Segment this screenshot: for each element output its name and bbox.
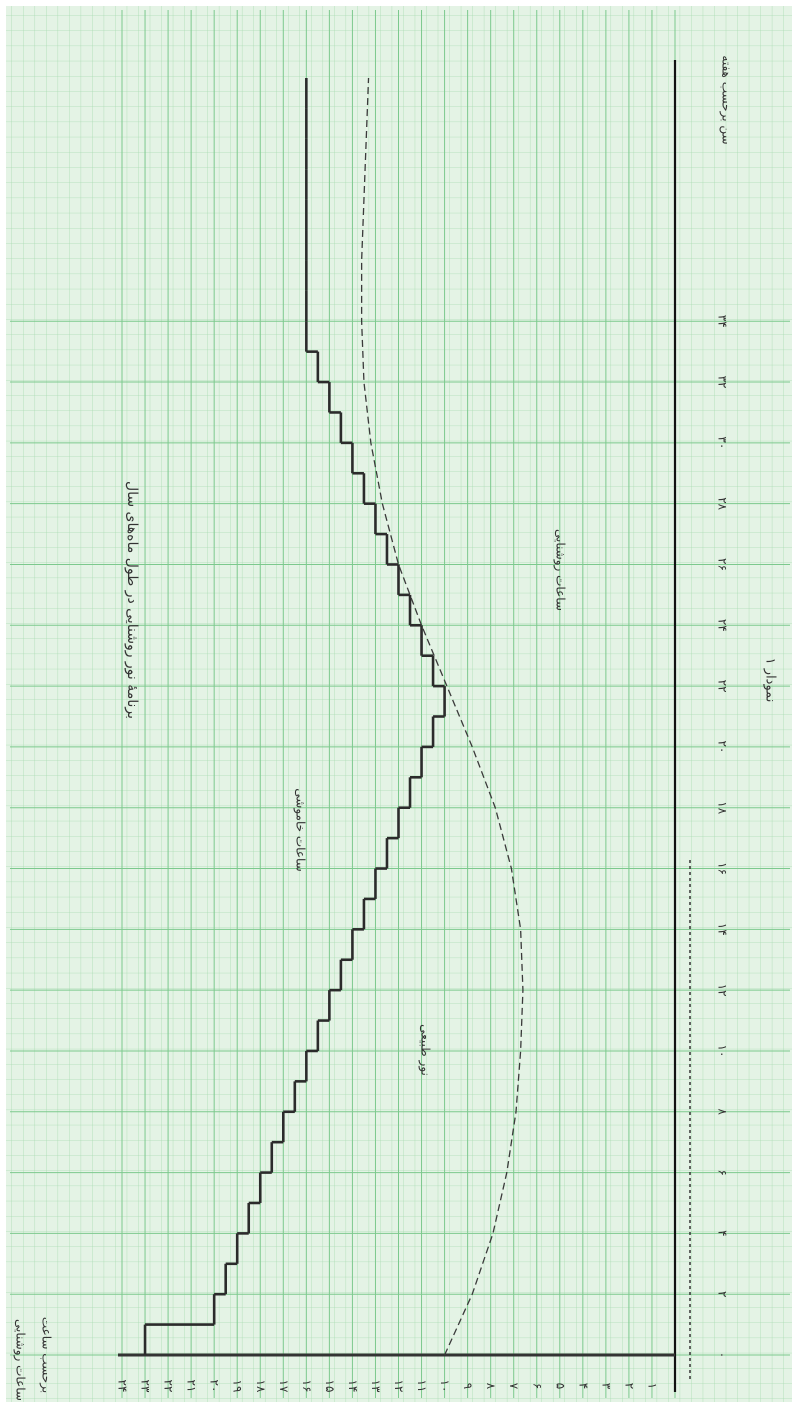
x-tick-label: ۱۶ xyxy=(716,862,730,875)
y-tick-label: ۱۶ xyxy=(300,1380,314,1393)
x-tick-label: ۴ xyxy=(716,1230,730,1236)
y-tick-label: ۲۴ xyxy=(116,1380,130,1393)
y-tick-label: ۵ xyxy=(553,1383,567,1389)
y-tick-label: ۶ xyxy=(530,1383,544,1389)
x-tick-label: ۱۸ xyxy=(716,801,730,814)
x-tick-label: ۱۰ xyxy=(716,1045,730,1058)
y-tick-label: ۲۲ xyxy=(162,1380,176,1393)
y-tick-label: ۲ xyxy=(622,1383,636,1389)
y-tick-label: ۱۹ xyxy=(231,1380,245,1393)
y-tick-label: ۱۸ xyxy=(254,1380,268,1393)
x-tick-label: ۱۲ xyxy=(716,984,730,997)
x-tick-label: ۶ xyxy=(716,1169,730,1175)
x-tick-label: ۲ xyxy=(716,1291,730,1297)
y-tick-label: ۹ xyxy=(461,1383,475,1389)
y-tick-label: ۱۵ xyxy=(323,1380,337,1393)
x-tick-label: ۳۴ xyxy=(716,315,730,328)
y-tick-label: ۱۷ xyxy=(277,1380,291,1393)
x-tick-label: ۰ xyxy=(716,1352,730,1358)
y-tick-label: ۱ xyxy=(645,1383,659,1389)
annotation: نور طبیعی xyxy=(418,1024,433,1076)
x-tick-label: ۲۰ xyxy=(716,740,730,753)
y-tick-label: ۲۱ xyxy=(185,1380,199,1393)
y-tick-label: ۴ xyxy=(576,1383,590,1389)
annotation: ساعات خاموشی xyxy=(293,788,308,871)
y-tick-label: ۱۱ xyxy=(415,1380,429,1393)
caption: نمودار ۱ xyxy=(763,658,778,703)
chart-title: برنامهٔ نور روشنایی در طول ماه‌های سال xyxy=(124,481,140,719)
y-tick-label: ۱۲ xyxy=(392,1380,406,1393)
annotation: ساعات روشنایی xyxy=(553,529,568,611)
x-tick-label: ۲۸ xyxy=(716,497,730,510)
y-tick-label: ۳ xyxy=(599,1383,613,1390)
y-tick-label: ۷ xyxy=(507,1383,521,1390)
y-tick-label: ۱۴ xyxy=(346,1380,360,1393)
y-tick-label: ۸ xyxy=(484,1383,498,1390)
y-axis-title: ساعات روشنایی xyxy=(13,1319,28,1401)
x-tick-label: ۳۲ xyxy=(716,376,730,389)
natural-light-curve xyxy=(360,77,524,1356)
y-tick-label: ۱۰ xyxy=(438,1380,452,1393)
y-tick-label: ۲۰ xyxy=(208,1380,222,1393)
x-tick-label: ۲۴ xyxy=(716,619,730,632)
x-tick-label: ۲۶ xyxy=(716,558,730,571)
x-tick-label: ۱۴ xyxy=(716,923,730,936)
x-tick-label: ۸ xyxy=(716,1109,730,1116)
x-tick-label: ۳۰ xyxy=(716,436,730,449)
y-tick-label: ۲۳ xyxy=(139,1380,153,1393)
x-tick-label: ۲۲ xyxy=(716,680,730,693)
y-axis-unit: برحسب ساعت xyxy=(39,1317,54,1393)
y-tick-label: ۱۳ xyxy=(369,1380,383,1393)
x-axis-title: سن برحسب هفته xyxy=(719,55,734,144)
